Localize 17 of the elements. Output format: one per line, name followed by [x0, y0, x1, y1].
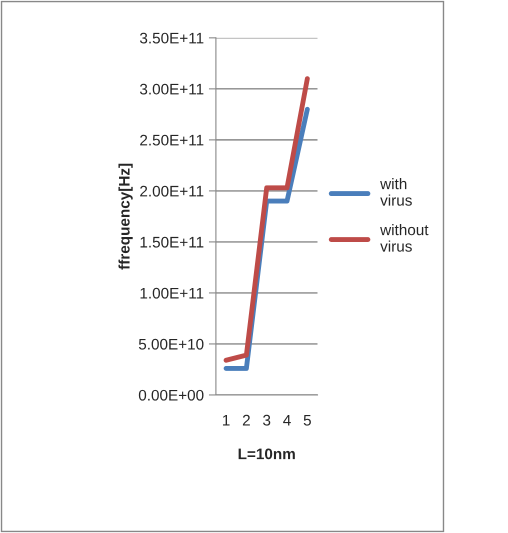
y-tick-label: 3.50E+11 — [140, 32, 204, 44]
y-tick-label: 1.50E+11 — [140, 236, 204, 248]
y-tick-label: 0.00E+00 — [138, 390, 204, 401]
x-axis-title: L=10nm — [238, 448, 295, 460]
x-tick-label: 1 — [222, 414, 230, 426]
y-tick-label: 5.00E+10 — [138, 338, 204, 350]
y-tick-label: 2.00E+11 — [140, 186, 204, 197]
x-tick-label: 2 — [242, 414, 250, 426]
y-axis-title: ffrequency[Hz] — [118, 164, 133, 270]
x-tick-label: 5 — [304, 414, 311, 426]
y-tick-label: 2.50E+11 — [140, 134, 204, 146]
y-tick-label: 1.00E+11 — [140, 288, 204, 299]
x-tick-label: 4 — [283, 414, 291, 426]
legend-label: without virus — [380, 224, 428, 252]
x-tick-label: 3 — [263, 414, 270, 426]
legend-label: with virus — [380, 178, 412, 206]
y-tick-label: 3.00E+11 — [140, 84, 204, 95]
